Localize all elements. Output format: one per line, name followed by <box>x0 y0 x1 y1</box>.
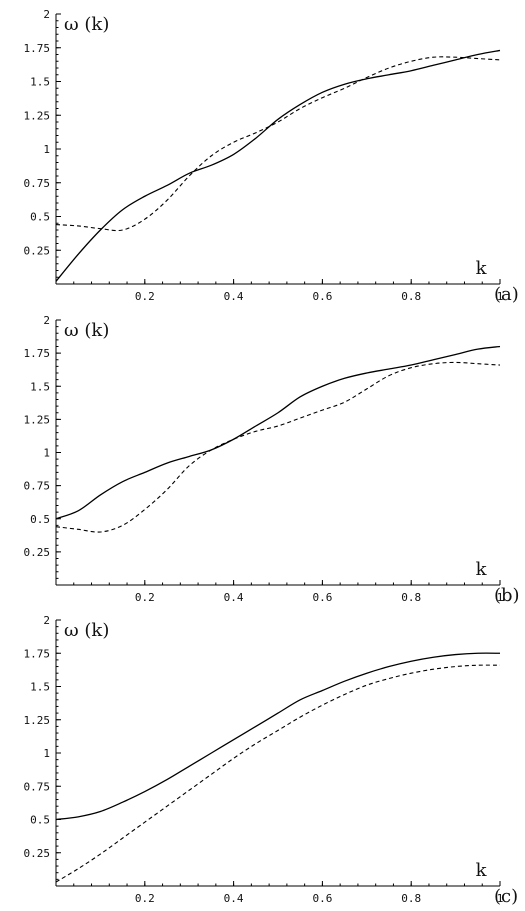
y-tick-label: 0.75 <box>24 480 51 493</box>
y-tick-label: 1.5 <box>30 76 50 89</box>
x-tick-label: 0.6 <box>312 591 332 604</box>
y-tick-label: 2 <box>43 314 50 327</box>
panel-label: (b) <box>494 585 520 606</box>
x-tick-label: 1 <box>497 591 504 604</box>
y-tick-label: 1.75 <box>24 647 51 660</box>
y-tick-label: 1.25 <box>24 413 51 426</box>
y-tick-label: 1.25 <box>24 109 51 122</box>
x-tick-label: 0.2 <box>135 290 155 303</box>
x-tick-label: 0.4 <box>224 290 244 303</box>
series-line-solid <box>55 652 501 821</box>
y-tick-label: 0.5 <box>30 814 50 827</box>
y-tick-label: 1.75 <box>24 42 51 55</box>
x-tick-label: 0.8 <box>401 591 421 604</box>
y-tick-label: 1 <box>43 747 50 760</box>
x-tick-label: 0.4 <box>224 892 244 905</box>
y-tick-label: 0.5 <box>30 211 50 224</box>
y-tick-label: 2 <box>43 8 50 21</box>
y-tick-label: 1.5 <box>30 681 50 694</box>
x-tick-label: 0.4 <box>224 591 244 604</box>
panel-label: (c) <box>494 886 518 907</box>
chart-panel-a: 0.25 0.5 0.75 1 1.25 1.5 1.75 2 0.2 0.4 0.6 0.8 1 ω (… <box>24 8 519 305</box>
x-axis-title: k <box>476 258 488 279</box>
y-axis-title: ω (k) <box>64 14 109 35</box>
y-tick-label: 0.25 <box>24 847 51 860</box>
y-tick-label: 0.75 <box>24 780 51 793</box>
series-line-dashed <box>55 664 501 883</box>
y-axis-title: ω (k) <box>64 620 109 641</box>
y-tick-label: 1 <box>43 143 50 156</box>
x-tick-label: 0.2 <box>135 892 155 905</box>
y-tick-label: 0.25 <box>24 244 51 257</box>
series-line-dashed <box>55 361 501 533</box>
chart-panel-b: 0.25 0.5 0.75 1 1.25 1.5 1.75 2 0.2 0.4 0.6 0.8 1 ω (… <box>24 314 520 606</box>
y-tick-label: 2 <box>43 614 50 627</box>
x-tick-label: 0.6 <box>312 290 332 303</box>
x-tick-label: 1 <box>497 892 504 905</box>
x-tick-label: 0.8 <box>401 892 421 905</box>
y-tick-label: 0.25 <box>24 546 51 559</box>
x-tick-label: 0.6 <box>312 892 332 905</box>
series-line-solid <box>55 49 501 282</box>
x-axis-title: k <box>476 559 488 580</box>
x-tick-label: 1 <box>497 290 504 303</box>
x-tick-label: 0.2 <box>135 591 155 604</box>
series-line-solid <box>55 345 501 520</box>
chart-panel-c: 0.25 0.5 0.75 1 1.25 1.5 1.75 2 0.2 0.4 0.6 0.8 1 ω (… <box>24 614 519 907</box>
series-line-dashed <box>55 56 501 232</box>
y-tick-label: 0.5 <box>30 513 50 526</box>
y-axis-title: ω (k) <box>64 320 109 341</box>
panel-label: (a) <box>494 284 519 305</box>
x-tick-label: 0.8 <box>401 290 421 303</box>
y-tick-label: 1.5 <box>30 380 50 393</box>
x-axis-title: k <box>476 860 488 881</box>
y-tick-label: 1 <box>43 447 50 460</box>
y-tick-label: 1.25 <box>24 714 51 727</box>
y-tick-label: 0.75 <box>24 177 51 190</box>
y-tick-label: 1.75 <box>24 347 51 360</box>
